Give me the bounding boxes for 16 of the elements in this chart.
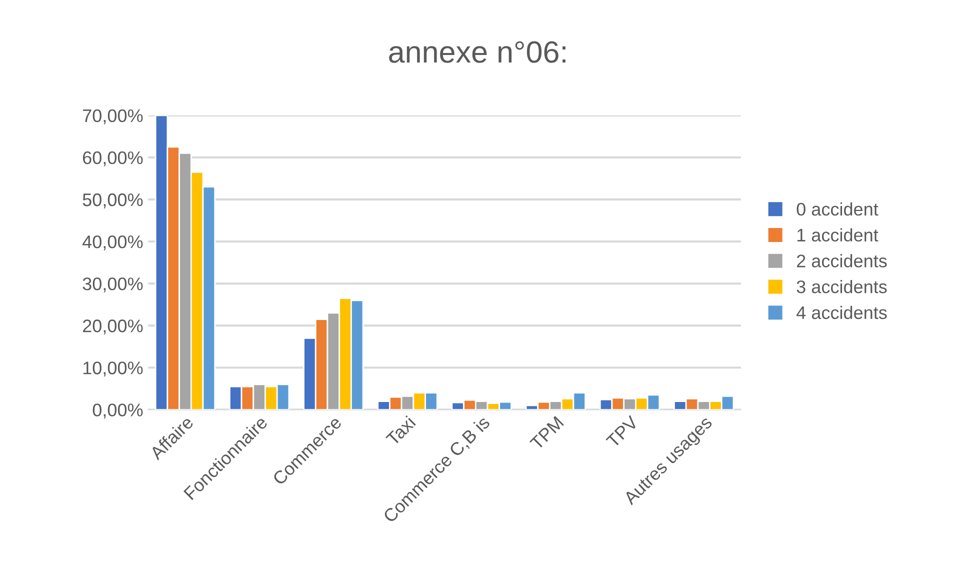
legend-label: 0 accident — [796, 202, 878, 216]
y-tick-label: 0,00% — [92, 404, 143, 419]
y-tick-label: 30,00% — [82, 277, 143, 292]
y-tick-label: 10,00% — [83, 362, 143, 376]
y-tick-label: 20,00% — [82, 320, 143, 334]
y-tick-label: 60,00% — [83, 151, 143, 166]
legend-label: 3 accidents — [796, 280, 887, 294]
x-tick-label: TPV — [606, 415, 639, 448]
legend-label: 1 accident — [797, 228, 878, 242]
y-tick-label: 70,00% — [83, 109, 143, 124]
y-tick-label: 40,00% — [82, 235, 143, 250]
x-tick-label: Taxi — [385, 415, 416, 446]
legend-label: 2 accidents — [796, 254, 887, 268]
chart-title: annexe n°06: — [389, 41, 566, 63]
y-tick-label: 50,00% — [82, 193, 143, 208]
legend-label: 4 accidents — [796, 306, 887, 320]
